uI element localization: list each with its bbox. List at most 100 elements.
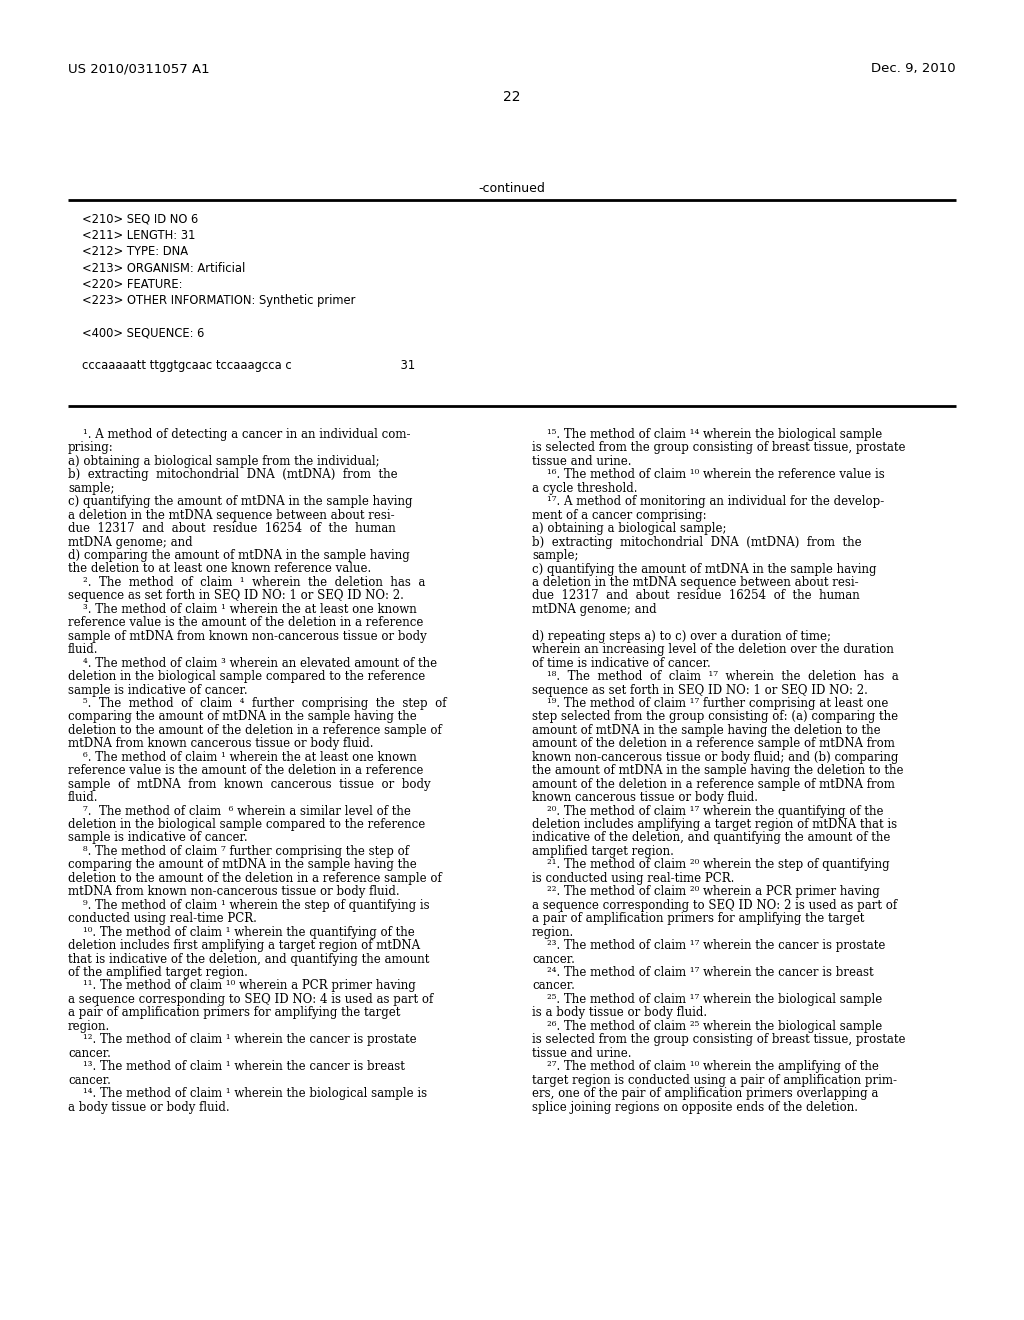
Text: <400> SEQUENCE: 6: <400> SEQUENCE: 6 [82,326,205,339]
Text: of the amplified target region.: of the amplified target region. [68,966,248,979]
Text: amount of the deletion in a reference sample of mtDNA from: amount of the deletion in a reference sa… [532,738,895,750]
Text: d) comparing the amount of mtDNA in the sample having: d) comparing the amount of mtDNA in the … [68,549,410,562]
Text: is a body tissue or body fluid.: is a body tissue or body fluid. [532,1006,708,1019]
Text: conducted using real-time PCR.: conducted using real-time PCR. [68,912,257,925]
Text: is selected from the group consisting of breast tissue, prostate: is selected from the group consisting of… [532,441,905,454]
Text: ¹⁰. The method of claim ¹ wherein the quantifying of the: ¹⁰. The method of claim ¹ wherein the qu… [68,925,415,939]
Text: a) obtaining a biological sample;: a) obtaining a biological sample; [532,523,726,535]
Text: ⁴. The method of claim ³ wherein an elevated amount of the: ⁴. The method of claim ³ wherein an elev… [68,656,437,669]
Text: comparing the amount of mtDNA in the sample having the: comparing the amount of mtDNA in the sam… [68,858,417,871]
Text: is conducted using real-time PCR.: is conducted using real-time PCR. [532,871,734,884]
Text: the amount of mtDNA in the sample having the deletion to the: the amount of mtDNA in the sample having… [532,764,903,777]
Text: ²¹. The method of claim ²⁰ wherein the step of quantifying: ²¹. The method of claim ²⁰ wherein the s… [532,858,890,871]
Text: Dec. 9, 2010: Dec. 9, 2010 [871,62,956,75]
Text: reference value is the amount of the deletion in a reference: reference value is the amount of the del… [68,616,423,630]
Text: sample is indicative of cancer.: sample is indicative of cancer. [68,684,248,697]
Text: splice joining regions on opposite ends of the deletion.: splice joining regions on opposite ends … [532,1101,858,1114]
Text: indicative of the deletion, and quantifying the amount of the: indicative of the deletion, and quantify… [532,832,891,845]
Text: deletion to the amount of the deletion in a reference sample of: deletion to the amount of the deletion i… [68,723,441,737]
Text: ¹¹. The method of claim ¹⁰ wherein a PCR primer having: ¹¹. The method of claim ¹⁰ wherein a PCR… [68,979,416,993]
Text: that is indicative of the deletion, and quantifying the amount: that is indicative of the deletion, and … [68,953,429,965]
Text: region.: region. [68,1020,111,1032]
Text: a) obtaining a biological sample from the individual;: a) obtaining a biological sample from th… [68,455,380,467]
Text: mtDNA genome; and: mtDNA genome; and [68,536,193,549]
Text: b)  extracting  mitochondrial  DNA  (mtDNA)  from  the: b) extracting mitochondrial DNA (mtDNA) … [532,536,861,549]
Text: ⁶. The method of claim ¹ wherein the at least one known: ⁶. The method of claim ¹ wherein the at … [68,751,417,764]
Text: ²⁰. The method of claim ¹⁷ wherein the quantifying of the: ²⁰. The method of claim ¹⁷ wherein the q… [532,805,884,817]
Text: cccaaaaatt ttggtgcaac tccaaagcca c                              31: cccaaaaatt ttggtgcaac tccaaagcca c 31 [82,359,415,372]
Text: ²⁵. The method of claim ¹⁷ wherein the biological sample: ²⁵. The method of claim ¹⁷ wherein the b… [532,993,883,1006]
Text: ¹⁸.  The  method  of  claim  ¹⁷  wherein  the  deletion  has  a: ¹⁸. The method of claim ¹⁷ wherein the d… [532,671,899,684]
Text: deletion includes amplifying a target region of mtDNA that is: deletion includes amplifying a target re… [532,818,897,832]
Text: sequence as set forth in SEQ ID NO: 1 or SEQ ID NO: 2.: sequence as set forth in SEQ ID NO: 1 or… [68,590,403,602]
Text: a deletion in the mtDNA sequence between about resi-: a deletion in the mtDNA sequence between… [532,576,859,589]
Text: a body tissue or body fluid.: a body tissue or body fluid. [68,1101,229,1114]
Text: due  12317  and  about  residue  16254  of  the  human: due 12317 and about residue 16254 of the… [68,523,395,535]
Text: a cycle threshold.: a cycle threshold. [532,482,638,495]
Text: ⁵.  The  method  of  claim  ⁴  further  comprising  the  step  of: ⁵. The method of claim ⁴ further compris… [68,697,446,710]
Text: ¹³. The method of claim ¹ wherein the cancer is breast: ¹³. The method of claim ¹ wherein the ca… [68,1060,404,1073]
Text: amplified target region.: amplified target region. [532,845,674,858]
Text: a sequence corresponding to SEQ ID NO: 4 is used as part of: a sequence corresponding to SEQ ID NO: 4… [68,993,433,1006]
Text: a deletion in the mtDNA sequence between about resi-: a deletion in the mtDNA sequence between… [68,508,394,521]
Text: ¹⁹. The method of claim ¹⁷ further comprising at least one: ¹⁹. The method of claim ¹⁷ further compr… [532,697,889,710]
Text: known non-cancerous tissue or body fluid; and (b) comparing: known non-cancerous tissue or body fluid… [532,751,898,764]
Text: cancer.: cancer. [532,979,574,993]
Text: amount of mtDNA in the sample having the deletion to the: amount of mtDNA in the sample having the… [532,723,881,737]
Text: a pair of amplification primers for amplifying the target: a pair of amplification primers for ampl… [532,912,864,925]
Text: of time is indicative of cancer.: of time is indicative of cancer. [532,656,711,669]
Text: ⁸. The method of claim ⁷ further comprising the step of: ⁸. The method of claim ⁷ further compris… [68,845,409,858]
Text: ²⁴. The method of claim ¹⁷ wherein the cancer is breast: ²⁴. The method of claim ¹⁷ wherein the c… [532,966,873,979]
Text: -continued: -continued [478,182,546,195]
Text: sample of mtDNA from known non-cancerous tissue or body: sample of mtDNA from known non-cancerous… [68,630,427,643]
Text: amount of the deletion in a reference sample of mtDNA from: amount of the deletion in a reference sa… [532,777,895,791]
Text: <220> FEATURE:: <220> FEATURE: [82,277,182,290]
Text: deletion in the biological sample compared to the reference: deletion in the biological sample compar… [68,671,425,684]
Text: ²⁷. The method of claim ¹⁰ wherein the amplifying of the: ²⁷. The method of claim ¹⁰ wherein the a… [532,1060,879,1073]
Text: ⁹. The method of claim ¹ wherein the step of quantifying is: ⁹. The method of claim ¹ wherein the ste… [68,899,430,912]
Text: ¹⁵. The method of claim ¹⁴ wherein the biological sample: ¹⁵. The method of claim ¹⁴ wherein the b… [532,428,883,441]
Text: sample;: sample; [68,482,115,495]
Text: ².  The  method  of  claim  ¹  wherein  the  deletion  has  a: ². The method of claim ¹ wherein the del… [68,576,425,589]
Text: ¹⁶. The method of claim ¹⁰ wherein the reference value is: ¹⁶. The method of claim ¹⁰ wherein the r… [532,469,885,482]
Text: due  12317  and  about  residue  16254  of  the  human: due 12317 and about residue 16254 of the… [532,590,860,602]
Text: target region is conducted using a pair of amplification prim-: target region is conducted using a pair … [532,1073,897,1086]
Text: deletion includes first amplifying a target region of mtDNA: deletion includes first amplifying a tar… [68,939,420,952]
Text: the deletion to at least one known reference value.: the deletion to at least one known refer… [68,562,372,576]
Text: ers, one of the pair of amplification primers overlapping a: ers, one of the pair of amplification pr… [532,1088,879,1100]
Text: <212> TYPE: DNA: <212> TYPE: DNA [82,246,188,259]
Text: mtDNA genome; and: mtDNA genome; and [532,603,656,616]
Text: fluid.: fluid. [68,791,98,804]
Text: a sequence corresponding to SEQ ID NO: 2 is used as part of: a sequence corresponding to SEQ ID NO: 2… [532,899,897,912]
Text: <210> SEQ ID NO 6: <210> SEQ ID NO 6 [82,213,199,226]
Text: wherein an increasing level of the deletion over the duration: wherein an increasing level of the delet… [532,643,894,656]
Text: mtDNA from known cancerous tissue or body fluid.: mtDNA from known cancerous tissue or bod… [68,738,374,750]
Text: c) quantifying the amount of mtDNA in the sample having: c) quantifying the amount of mtDNA in th… [68,495,413,508]
Text: is selected from the group consisting of breast tissue, prostate: is selected from the group consisting of… [532,1034,905,1047]
Text: ¹⁴. The method of claim ¹ wherein the biological sample is: ¹⁴. The method of claim ¹ wherein the bi… [68,1088,427,1100]
Text: ²². The method of claim ²⁰ wherein a PCR primer having: ²². The method of claim ²⁰ wherein a PCR… [532,886,880,899]
Text: ²³. The method of claim ¹⁷ wherein the cancer is prostate: ²³. The method of claim ¹⁷ wherein the c… [532,939,886,952]
Text: b)  extracting  mitochondrial  DNA  (mtDNA)  from  the: b) extracting mitochondrial DNA (mtDNA) … [68,469,397,482]
Text: tissue and urine.: tissue and urine. [532,455,632,467]
Text: reference value is the amount of the deletion in a reference: reference value is the amount of the del… [68,764,423,777]
Text: a pair of amplification primers for amplifying the target: a pair of amplification primers for ampl… [68,1006,400,1019]
Text: mtDNA from known non-cancerous tissue or body fluid.: mtDNA from known non-cancerous tissue or… [68,886,399,899]
Text: step selected from the group consisting of: (a) comparing the: step selected from the group consisting … [532,710,898,723]
Text: ²⁶. The method of claim ²⁵ wherein the biological sample: ²⁶. The method of claim ²⁵ wherein the b… [532,1020,883,1032]
Text: ¹. A method of detecting a cancer in an individual com-: ¹. A method of detecting a cancer in an … [68,428,411,441]
Text: comparing the amount of mtDNA in the sample having the: comparing the amount of mtDNA in the sam… [68,710,417,723]
Text: <223> OTHER INFORMATION: Synthetic primer: <223> OTHER INFORMATION: Synthetic prime… [82,294,355,308]
Text: tissue and urine.: tissue and urine. [532,1047,632,1060]
Text: sequence as set forth in SEQ ID NO: 1 or SEQ ID NO: 2.: sequence as set forth in SEQ ID NO: 1 or… [532,684,868,697]
Text: US 2010/0311057 A1: US 2010/0311057 A1 [68,62,210,75]
Text: region.: region. [532,925,574,939]
Text: deletion in the biological sample compared to the reference: deletion in the biological sample compar… [68,818,425,832]
Text: ³. The method of claim ¹ wherein the at least one known: ³. The method of claim ¹ wherein the at … [68,603,417,616]
Text: ¹². The method of claim ¹ wherein the cancer is prostate: ¹². The method of claim ¹ wherein the ca… [68,1034,417,1047]
Text: cancer.: cancer. [68,1073,111,1086]
Text: ment of a cancer comprising:: ment of a cancer comprising: [532,508,707,521]
Text: prising:: prising: [68,441,114,454]
Text: cancer.: cancer. [68,1047,111,1060]
Text: c) quantifying the amount of mtDNA in the sample having: c) quantifying the amount of mtDNA in th… [532,562,877,576]
